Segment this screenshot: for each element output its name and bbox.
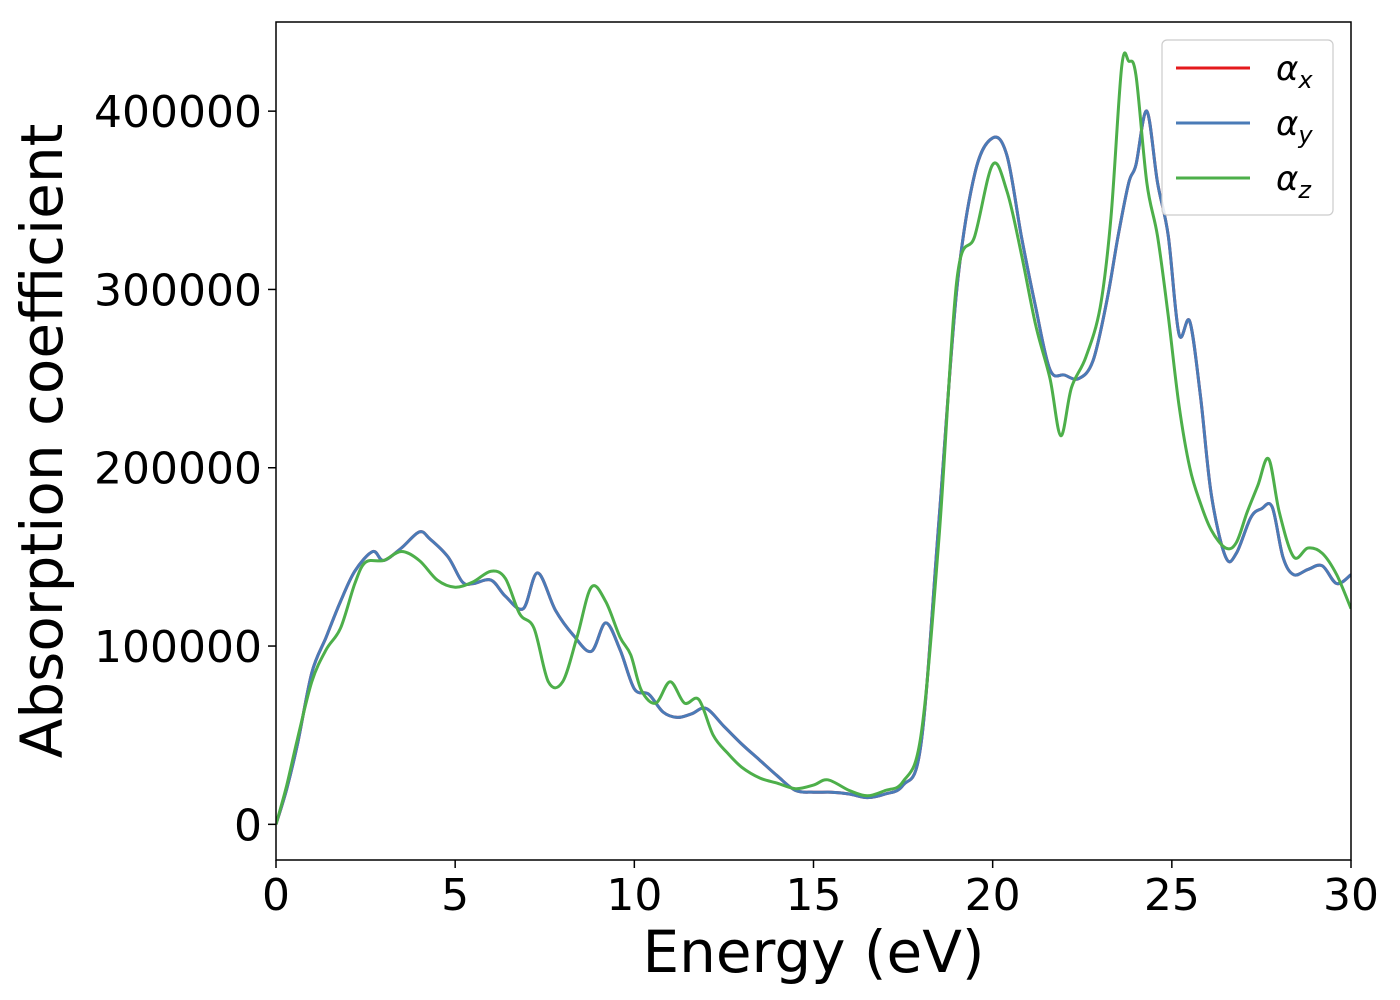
series-layer xyxy=(276,51,1351,825)
legend-label-1: αy xyxy=(1276,104,1313,149)
y-tick-label: 400000 xyxy=(94,87,262,138)
legend-label-2: αz xyxy=(1276,159,1312,204)
x-tick-label: 30 xyxy=(1323,870,1379,921)
legend-label-0: αx xyxy=(1276,49,1313,94)
x-axis-label: Energy (eV) xyxy=(642,918,984,986)
y-axis: 0 100000 200000 300000 400000 xyxy=(94,87,276,851)
x-tick-label: 15 xyxy=(786,870,842,921)
y-tick-label: 0 xyxy=(234,800,262,851)
y-axis-label: Absorption coefficient xyxy=(8,124,76,759)
x-tick-label: 0 xyxy=(262,870,290,921)
legend-label-base: α xyxy=(1276,159,1298,199)
y-tick-label: 300000 xyxy=(94,265,262,316)
legend-label-subscript: z xyxy=(1297,176,1312,204)
legend-label-base: α xyxy=(1276,49,1298,89)
legend-box xyxy=(1161,39,1334,216)
x-axis: 0 5 10 15 20 25 30 xyxy=(262,860,1379,921)
y-tick-label: 100000 xyxy=(94,622,262,673)
x-tick-label: 20 xyxy=(965,870,1021,921)
series-line-1 xyxy=(276,109,1351,825)
series-line-2 xyxy=(276,51,1351,825)
x-tick-label: 25 xyxy=(1144,870,1200,921)
x-tick-label: 10 xyxy=(606,870,662,921)
y-tick-label: 200000 xyxy=(94,444,262,495)
legend-label-subscript: y xyxy=(1297,121,1313,149)
legend-label-base: α xyxy=(1276,104,1298,144)
x-tick-label: 5 xyxy=(441,870,469,921)
legend-label-subscript: x xyxy=(1297,66,1313,94)
